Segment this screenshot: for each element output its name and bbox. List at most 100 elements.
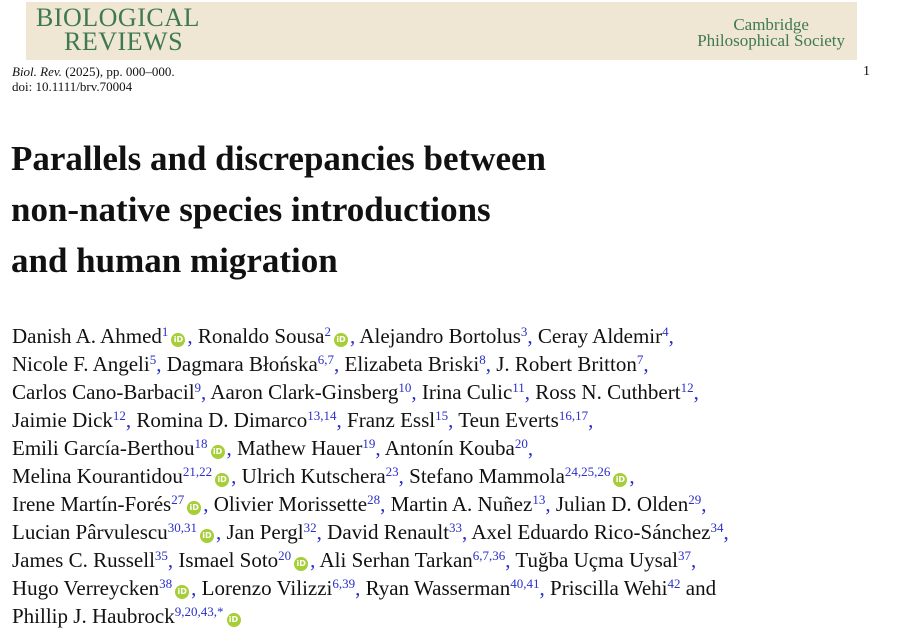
author-name[interactable]: James C. Russell xyxy=(12,548,155,572)
affiliation-superscript[interactable]: 42 xyxy=(667,576,681,591)
affiliation-superscript[interactable]: 40,41 xyxy=(510,576,540,591)
author-separator: , xyxy=(191,576,197,600)
affiliation-superscript[interactable]: 38 xyxy=(159,576,173,591)
author-name[interactable]: J. Robert Britton xyxy=(496,352,637,376)
orcid-icon[interactable]: iD xyxy=(171,333,186,347)
orcid-icon[interactable]: iD xyxy=(334,333,349,347)
author-name[interactable]: Ulrich Kutschera xyxy=(241,464,386,488)
affiliation-superscript[interactable]: 21,22 xyxy=(182,464,213,479)
author-name[interactable]: Tuğba Uçma Uysal xyxy=(515,548,678,572)
affiliation-superscript[interactable]: 35 xyxy=(154,548,168,563)
affiliation-superscript[interactable]: 6,7,36 xyxy=(472,548,506,563)
author-name[interactable]: Ismael Soto xyxy=(178,548,279,572)
affiliation-superscript[interactable]: 16,17 xyxy=(558,408,589,423)
author-name[interactable]: Alejandro Bortolus xyxy=(359,324,521,348)
author-name[interactable]: Franz Essl xyxy=(347,408,436,432)
author-name[interactable]: Jan Pergl xyxy=(226,520,304,544)
author-name[interactable]: Antonín Kouba xyxy=(384,436,515,460)
author-name[interactable]: Romina D. Dimarco xyxy=(136,408,308,432)
orcid-icon[interactable]: iD xyxy=(210,445,225,459)
orcid-icon[interactable]: iD xyxy=(226,613,241,627)
doi-link[interactable]: doi: 10.1111/brv.70004 xyxy=(12,79,133,94)
affiliation-superscript[interactable]: 3 xyxy=(520,324,528,339)
author-name[interactable]: Aaron Clark-Ginsberg xyxy=(210,380,399,404)
author-name[interactable]: Nicole F. Angeli xyxy=(12,352,150,376)
orcid-icon[interactable]: iD xyxy=(613,473,628,487)
author-name[interactable]: Mathew Hauer xyxy=(237,436,363,460)
author-name[interactable]: Ronaldo Sousa xyxy=(197,324,325,348)
affiliation-superscript[interactable]: 9,20,43,* xyxy=(174,604,224,619)
affiliation-superscript[interactable]: 9 xyxy=(194,380,202,395)
affiliation-superscript[interactable]: 32 xyxy=(303,520,317,535)
affiliation-superscript[interactable]: 13 xyxy=(532,492,546,507)
author-name[interactable]: Emili García-Berthou xyxy=(12,436,195,460)
author-name[interactable]: Olivier Morissette xyxy=(213,492,368,516)
author-name[interactable]: Axel Eduardo Rico-Sánchez xyxy=(471,520,711,544)
journal-logo[interactable]: BIOLOGICAL REVIEWS xyxy=(36,5,200,55)
society-line-1: Cambridge xyxy=(733,15,809,34)
affiliation-superscript[interactable]: 20 xyxy=(278,548,292,563)
affiliation-superscript[interactable]: 37 xyxy=(677,548,691,563)
affiliation-superscript[interactable]: 1 xyxy=(161,324,169,339)
affiliation-superscript[interactable]: 19 xyxy=(362,436,376,451)
affiliation-superscript[interactable]: 6,39 xyxy=(332,576,356,591)
affiliation-superscript[interactable]: 34 xyxy=(710,520,724,535)
author-name[interactable]: Carlos Cano-Barbacil xyxy=(12,380,195,404)
orcid-icon[interactable]: iD xyxy=(215,473,230,487)
affiliation-superscript[interactable]: 30,31 xyxy=(167,520,197,535)
author-name[interactable]: Dagmara Błońska xyxy=(166,352,318,376)
author-name[interactable]: Stefano Mammola xyxy=(409,464,565,488)
author-separator: , xyxy=(316,520,322,544)
affiliation-superscript[interactable]: 29 xyxy=(688,492,702,507)
affiliation-superscript[interactable]: 7 xyxy=(636,352,644,367)
author-separator: , xyxy=(380,492,386,516)
affiliation-superscript[interactable]: 33 xyxy=(449,520,463,535)
society-logo[interactable]: Cambridge Philosophical Society xyxy=(697,15,845,49)
affiliation-superscript[interactable]: 13,14 xyxy=(307,408,337,423)
author-name[interactable]: David Renault xyxy=(327,520,450,544)
author-name[interactable]: Ryan Wasserman xyxy=(365,576,511,600)
affiliation-superscript[interactable]: 15 xyxy=(435,408,449,423)
affiliation-superscript[interactable]: 24,25,26 xyxy=(564,464,611,479)
author-name[interactable]: Irene Martín-Forés xyxy=(12,492,172,516)
author-name[interactable]: Jaimie Dick xyxy=(12,408,113,432)
author-name[interactable]: Martin A. Nuñez xyxy=(390,492,533,516)
author-name[interactable]: Teun Everts xyxy=(458,408,559,432)
affiliation-superscript[interactable]: 28 xyxy=(367,492,381,507)
author-name[interactable]: Julian D. Olden xyxy=(555,492,689,516)
author-line: Nicole F. Angeli5, Dagmara Błońska6,7, E… xyxy=(12,350,912,378)
author-name[interactable]: Ali Serhan Tarkan xyxy=(319,548,473,572)
affiliation-superscript[interactable]: 4 xyxy=(662,324,669,339)
author-name[interactable]: Priscilla Wehi xyxy=(550,576,668,600)
orcid-icon[interactable]: iD xyxy=(294,557,309,571)
affiliation-superscript[interactable]: 11 xyxy=(512,380,525,395)
author-name[interactable]: Irina Culic xyxy=(421,380,513,404)
affiliation-superscript[interactable]: 2 xyxy=(324,324,332,339)
author-separator: , xyxy=(701,492,707,516)
author-name[interactable]: Ross N. Cuthbert xyxy=(535,380,681,404)
author-separator: , xyxy=(723,520,729,544)
affiliation-superscript[interactable]: 5 xyxy=(149,352,157,367)
affiliation-superscript[interactable]: 6,7 xyxy=(317,352,335,367)
orcid-icon[interactable]: iD xyxy=(175,585,190,599)
affiliation-superscript[interactable]: 8 xyxy=(479,352,486,367)
author-name[interactable]: Hugo Verreycken xyxy=(12,576,160,600)
affiliation-superscript[interactable]: 10 xyxy=(398,380,412,395)
affiliation-superscript[interactable]: 12 xyxy=(680,380,694,395)
author-name[interactable]: Elizabeta Briski xyxy=(344,352,480,376)
author-name[interactable]: Phillip J. Haubrock xyxy=(12,604,175,628)
author-name[interactable]: Lorenzo Vilizzi xyxy=(201,576,333,600)
author-name[interactable]: Melina Kourantidou xyxy=(12,464,183,488)
affiliation-superscript[interactable]: 23 xyxy=(385,464,399,479)
affiliation-superscript[interactable]: 18 xyxy=(194,436,208,451)
title-line: non-native species introductions xyxy=(11,190,491,229)
affiliation-superscript[interactable]: 20 xyxy=(514,436,528,451)
orcid-icon[interactable]: iD xyxy=(187,501,202,515)
affiliation-superscript[interactable]: 12 xyxy=(112,408,126,423)
author-name[interactable]: Lucian Pârvulescu xyxy=(12,520,168,544)
author-name[interactable]: Ceray Aldemir xyxy=(537,324,663,348)
author-name[interactable]: Danish A. Ahmed xyxy=(12,324,162,348)
affiliation-superscript[interactable]: 27 xyxy=(171,492,185,507)
orcid-icon[interactable]: iD xyxy=(199,529,214,543)
author-list: Danish A. Ahmed1iD, Ronaldo Sousa2iD, Al… xyxy=(12,322,912,630)
